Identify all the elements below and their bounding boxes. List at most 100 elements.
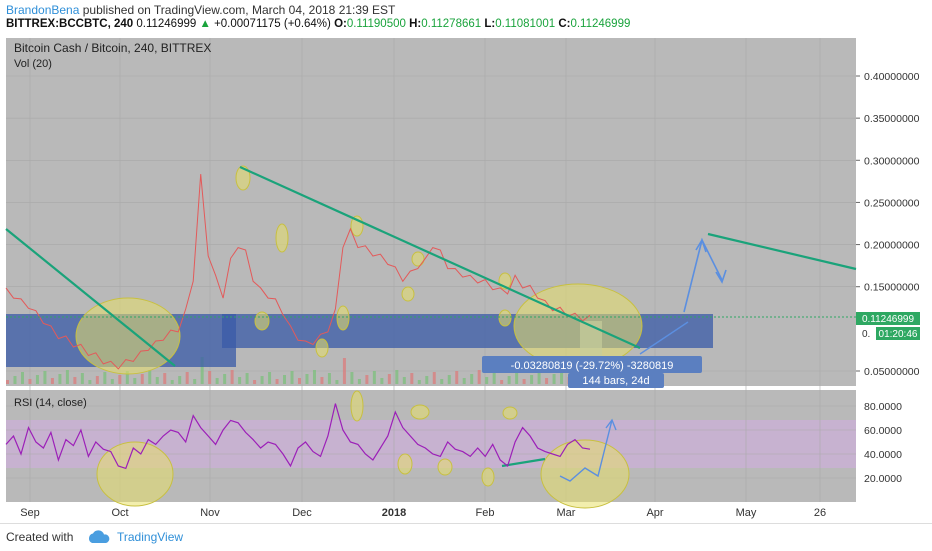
projection-arrowhead	[605, 418, 617, 431]
highlight-ellipse	[397, 453, 413, 475]
highlight-ellipse	[235, 165, 251, 191]
last-price: 0.11246999	[136, 18, 197, 30]
close-label: C:	[558, 18, 571, 30]
volume-bar	[80, 373, 84, 384]
volume-bar	[492, 373, 496, 384]
volume-bar	[215, 378, 219, 384]
chart-svg[interactable]: Bitcoin Cash / Bitcoin, 240, BITTREX Vol…	[0, 36, 932, 520]
volume-bar	[110, 379, 114, 384]
projection-arrow-rsi	[559, 419, 613, 482]
rsi-line	[5, 403, 591, 470]
created-with-text: Created with	[6, 530, 74, 544]
price-line	[5, 174, 591, 370]
volume-bar	[103, 372, 107, 384]
volume-bar	[208, 371, 212, 384]
price-tick-label: 0.05000000	[864, 366, 920, 378]
volume-bar	[402, 377, 406, 384]
trendline	[239, 165, 641, 350]
volume-bar	[140, 374, 144, 384]
measure-badge-line1	[482, 356, 702, 373]
rsi-tick-label: 40.0000	[864, 449, 902, 461]
time-tick-label: Dec	[292, 507, 312, 519]
volume-bar	[223, 374, 227, 384]
header-bar: BrandonBena published on TradingView.com…	[0, 0, 932, 36]
time-tick-label: Nov	[200, 507, 220, 519]
current-price-text: 0.11246999	[862, 314, 915, 325]
volume-bar	[410, 373, 414, 384]
volume-bar	[552, 374, 556, 384]
volume-bar	[283, 375, 287, 384]
projection-arrow-lead	[639, 321, 689, 355]
countdown-text: 01:20:46	[879, 329, 918, 340]
rsi-axis: 80.0000 60.0000 40.0000 20.0000	[864, 401, 902, 485]
highlight-ellipse	[75, 297, 181, 375]
volume-bar	[327, 373, 331, 384]
high-value: 0.11278661	[421, 18, 482, 30]
publish-line: BrandonBena published on TradingView.com…	[6, 3, 395, 17]
open-label: O:	[334, 18, 347, 30]
chart-area[interactable]: Bitcoin Cash / Bitcoin, 240, BITTREX Vol…	[0, 36, 932, 520]
volume-bar	[65, 370, 69, 384]
volume-bar	[335, 380, 339, 384]
highlight-ellipse	[315, 338, 329, 358]
volume-bar	[500, 380, 504, 384]
volume-bar	[155, 377, 159, 384]
tradingview-brand[interactable]: TradingView	[117, 530, 184, 544]
time-tick-label: 26	[814, 507, 826, 519]
volume-bar	[275, 379, 279, 384]
volume-bar	[35, 375, 39, 384]
volume-bar	[485, 377, 489, 384]
volume-bar	[320, 377, 324, 384]
volume-bar	[395, 370, 399, 384]
volume-bar	[447, 375, 451, 384]
volume-bar	[118, 375, 122, 384]
volume-bars	[6, 357, 593, 384]
trendlines	[5, 165, 857, 468]
projection-arrowhead	[695, 238, 707, 253]
highlight-ellipse	[513, 283, 643, 369]
quote-line: BITTREX:BCCBTC, 240 0.11246999 ▲ +0.0007…	[6, 18, 630, 30]
volume-bar	[125, 371, 129, 384]
time-tick-label: Apr	[646, 507, 663, 519]
volume-bar	[193, 379, 197, 384]
volume-bar	[73, 377, 77, 384]
time-tick-label: 2018	[382, 507, 406, 519]
highlight-ellipses	[75, 165, 643, 509]
highlight-ellipse	[411, 251, 425, 267]
volume-bar	[462, 378, 466, 384]
volume-bar	[470, 374, 474, 384]
highlight-ellipse	[336, 305, 350, 331]
volume-bar	[28, 379, 32, 384]
highlight-ellipse	[275, 223, 289, 253]
volume-bar	[178, 376, 182, 384]
highlight-ellipse	[254, 311, 270, 331]
current-price-badge	[856, 312, 920, 325]
high-label: H:	[409, 18, 422, 30]
volume-bar	[200, 357, 204, 384]
rsi-tick-label: 80.0000	[864, 401, 902, 413]
volume-bar	[417, 380, 421, 384]
volume-bar	[425, 376, 429, 384]
author-link[interactable]: BrandonBena	[6, 3, 80, 17]
highlight-ellipse	[481, 467, 495, 487]
volume-bar	[312, 370, 316, 384]
symbol-label: BITTREX:BCCBTC, 240	[6, 18, 134, 30]
volume-bar	[95, 376, 99, 384]
volume-bar	[58, 374, 62, 384]
low-label: L:	[484, 18, 496, 30]
change-value: +0.00071175 (+0.64%)	[214, 18, 331, 30]
volume-bar	[365, 375, 369, 384]
open-value: 0.11190500	[346, 18, 406, 30]
highlight-ellipse	[502, 406, 518, 420]
highlight-ellipse	[498, 309, 512, 327]
footer: Created with TradingView	[0, 523, 932, 551]
projection-arrows	[559, 237, 727, 482]
price-tick-label: 0.20000000	[864, 240, 920, 252]
volume-bar	[350, 372, 354, 384]
highlight-ellipse	[410, 404, 430, 420]
volume-bar	[245, 373, 249, 384]
volume-bar	[170, 380, 174, 384]
volume-label: Vol (20)	[14, 58, 52, 70]
volume-bar	[387, 374, 391, 384]
volume-bar	[507, 376, 511, 384]
